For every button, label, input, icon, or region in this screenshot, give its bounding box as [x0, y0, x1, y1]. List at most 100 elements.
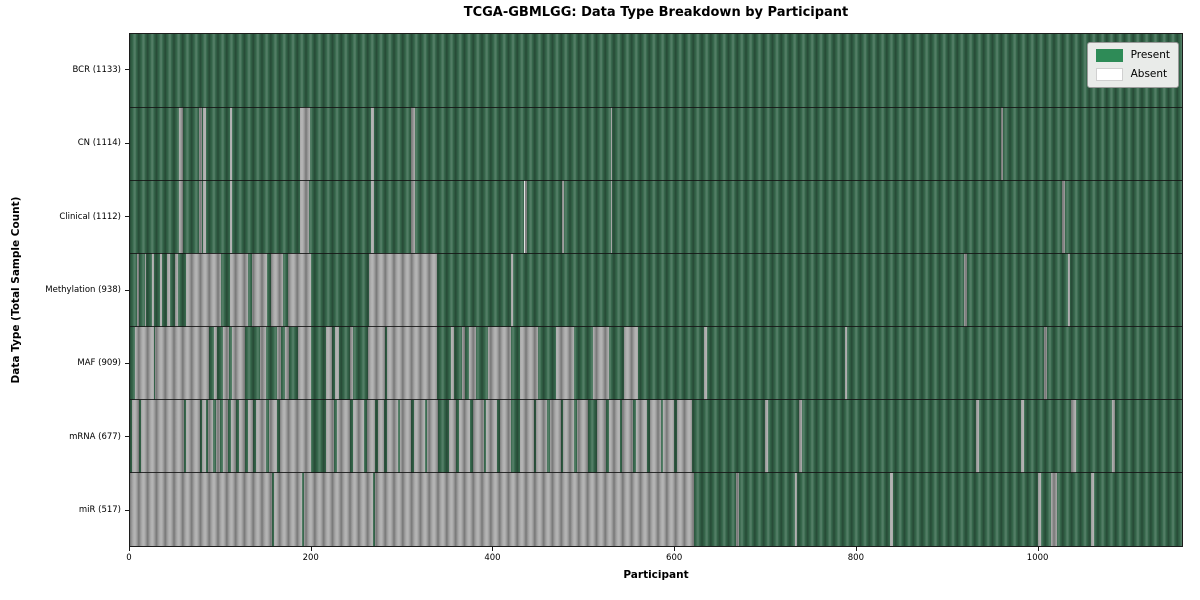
present-segment — [437, 326, 452, 400]
absent-segment — [704, 326, 707, 400]
absent-segment — [336, 399, 351, 473]
absent-segment — [597, 399, 607, 473]
present-segment — [178, 253, 187, 327]
present-segment — [574, 399, 578, 473]
present-segment — [208, 326, 215, 400]
absent-segment — [1000, 107, 1004, 181]
present-segment — [130, 253, 138, 327]
ytick-mark — [125, 509, 129, 511]
present-segment — [619, 399, 623, 473]
absent-segment — [201, 399, 207, 473]
present-segment — [978, 399, 1022, 473]
present-segment — [674, 399, 677, 473]
absent-segment — [577, 399, 588, 473]
legend-swatch-absent — [1095, 68, 1123, 81]
present-segment — [311, 326, 326, 400]
absent-segment — [207, 399, 214, 473]
absent-segment — [556, 326, 575, 400]
present-segment — [169, 253, 176, 327]
absent-segment — [510, 253, 513, 327]
absent-segment — [844, 326, 848, 400]
present-segment — [220, 253, 230, 327]
absent-segment — [676, 399, 693, 473]
x-axis-label: Participant — [623, 569, 689, 581]
present-segment — [767, 399, 800, 473]
present-segment — [470, 399, 473, 473]
present-segment — [538, 326, 557, 400]
present-segment — [206, 180, 230, 254]
present-segment — [253, 399, 257, 473]
xtick-label-800: 800 — [847, 553, 864, 563]
present-segment — [311, 399, 326, 473]
row-separator — [130, 326, 1182, 328]
xtick-mark — [129, 547, 130, 551]
present-segment — [892, 472, 1038, 546]
present-segment — [510, 326, 520, 400]
present-segment — [334, 399, 337, 473]
present-segment — [587, 399, 598, 473]
present-segment — [153, 253, 160, 327]
absent-segment — [229, 180, 233, 254]
present-segment — [424, 399, 428, 473]
present-segment — [201, 107, 204, 181]
absent-segment — [1021, 399, 1025, 473]
absent-segment — [636, 399, 647, 473]
legend: Present Absent — [1086, 42, 1179, 88]
absent-segment — [130, 472, 273, 546]
absent-segment — [186, 399, 200, 473]
present-segment — [646, 399, 650, 473]
present-segment — [266, 253, 271, 327]
absent-segment — [663, 399, 675, 473]
absent-segment — [1062, 180, 1065, 254]
absent-segment — [131, 399, 140, 473]
absent-segment — [229, 107, 233, 181]
present-segment — [694, 472, 736, 546]
row-band-mrna — [130, 399, 1182, 473]
absent-segment — [371, 107, 374, 181]
present-segment — [219, 399, 223, 473]
present-segment — [184, 399, 187, 473]
absent-segment — [304, 472, 374, 546]
absent-segment — [519, 326, 539, 400]
ytick-mark — [125, 142, 129, 144]
row-separator — [130, 472, 1182, 474]
present-segment — [339, 326, 351, 400]
present-segment — [272, 472, 275, 546]
present-segment — [373, 107, 412, 181]
absent-segment — [563, 399, 575, 473]
xtick-mark — [310, 547, 312, 551]
present-segment — [350, 399, 354, 473]
absent-segment — [459, 399, 471, 473]
present-segment — [438, 399, 450, 473]
absent-segment — [297, 326, 312, 400]
ytick-mark — [125, 216, 129, 218]
absent-segment — [137, 253, 140, 327]
absent-segment — [561, 180, 565, 254]
absent-segment — [976, 399, 979, 473]
absent-segment — [144, 253, 147, 327]
present-segment — [206, 399, 208, 473]
present-segment — [332, 326, 335, 400]
absent-segment — [486, 399, 498, 473]
present-segment — [706, 326, 845, 400]
present-segment — [139, 399, 141, 473]
ytick-mark — [125, 362, 129, 364]
absent-segment — [223, 326, 229, 400]
present-segment — [182, 180, 199, 254]
absent-segment — [229, 253, 248, 327]
present-segment — [213, 399, 217, 473]
present-segment — [612, 107, 1001, 181]
present-segment — [217, 326, 224, 400]
present-segment — [1070, 253, 1182, 327]
legend-label: Present — [1130, 49, 1170, 61]
present-segment — [738, 472, 795, 546]
absent-segment — [334, 326, 340, 400]
absent-segment — [276, 326, 281, 400]
ytick-mark — [125, 69, 129, 71]
present-segment — [309, 107, 372, 181]
absent-segment — [427, 399, 439, 473]
plot-area: Present Absent — [129, 33, 1183, 547]
absent-segment — [524, 180, 528, 254]
legend-entry-absent: Absent — [1095, 68, 1170, 81]
present-segment — [802, 399, 977, 473]
